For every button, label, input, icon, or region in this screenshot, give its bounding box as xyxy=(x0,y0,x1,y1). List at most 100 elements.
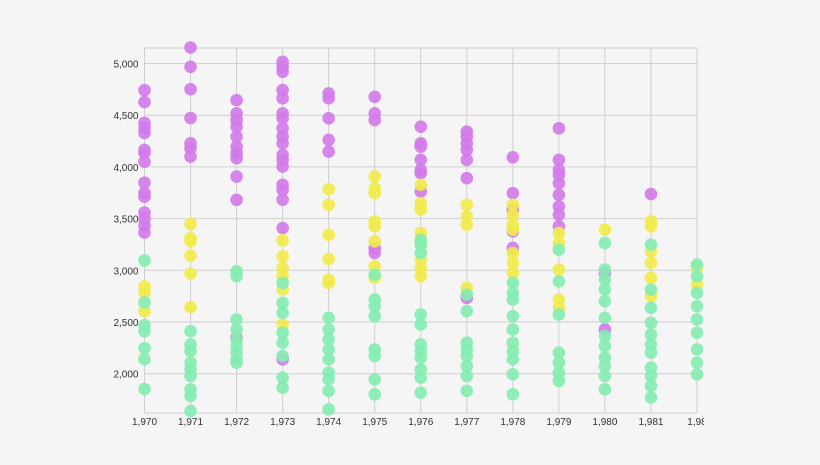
data-point xyxy=(690,313,704,326)
data-point xyxy=(138,341,151,355)
data-point xyxy=(322,252,335,266)
data-point xyxy=(368,372,382,386)
data-point xyxy=(460,359,474,373)
data-point xyxy=(690,343,704,356)
data-point xyxy=(414,351,428,364)
data-point xyxy=(322,402,335,416)
data-point xyxy=(368,268,382,281)
data-point xyxy=(598,273,612,286)
data-point xyxy=(230,93,243,107)
data-point xyxy=(138,296,151,309)
data-point xyxy=(690,356,704,369)
data-point xyxy=(644,301,658,315)
data-point xyxy=(552,263,566,276)
data-point xyxy=(414,318,428,331)
x-tick-label: 1,981 xyxy=(638,417,663,428)
data-point xyxy=(644,391,658,404)
data-point xyxy=(184,389,197,403)
data-point xyxy=(322,353,335,366)
x-tick-label: 1,974 xyxy=(316,417,341,428)
data-point xyxy=(506,246,520,260)
data-point xyxy=(644,369,658,383)
data-point xyxy=(322,311,335,325)
y-tick-label: 5,000 xyxy=(113,60,138,71)
data-point xyxy=(644,328,658,341)
x-axis-ticks: 1,970 1,971 1,972 1,973 1,974 1,975 1,976 1,977… xyxy=(132,417,704,428)
data-point xyxy=(184,404,197,418)
data-point xyxy=(552,243,566,256)
data-point xyxy=(276,296,289,310)
data-point xyxy=(138,95,151,109)
data-point xyxy=(322,276,335,290)
data-point xyxy=(138,324,151,338)
data-point xyxy=(276,306,289,320)
data-point xyxy=(506,276,520,290)
data-point xyxy=(460,349,474,363)
x-tick-label: 1,980 xyxy=(592,417,617,428)
data-point xyxy=(414,178,428,192)
data-point xyxy=(276,371,289,384)
data-point xyxy=(322,112,335,125)
series-2 xyxy=(138,233,704,418)
data-point xyxy=(184,41,197,54)
data-point xyxy=(414,308,428,321)
data-point xyxy=(598,263,612,276)
data-point xyxy=(368,90,382,104)
data-point xyxy=(138,254,151,267)
data-point xyxy=(322,323,335,336)
data-point xyxy=(414,140,428,153)
data-point xyxy=(690,258,704,271)
data-point xyxy=(276,183,289,197)
data-point xyxy=(138,382,151,396)
data-point xyxy=(552,374,566,388)
data-point xyxy=(138,155,151,169)
data-point xyxy=(506,368,520,381)
data-point xyxy=(276,92,289,105)
data-point xyxy=(276,193,289,207)
data-point xyxy=(138,146,151,160)
x-tick-label: 1,975 xyxy=(362,417,387,428)
data-point xyxy=(230,193,243,207)
data-point xyxy=(184,235,197,248)
data-point xyxy=(644,187,658,201)
data-point xyxy=(414,203,428,217)
y-axis-ticks: 2,000 2,500 3,000 3,500 4,000 4,500 5,000 xyxy=(113,60,138,381)
data-point xyxy=(460,198,474,212)
y-tick-label: 4,000 xyxy=(113,163,138,174)
data-point xyxy=(414,269,428,283)
data-point xyxy=(184,60,197,74)
data-point xyxy=(690,286,704,300)
data-point xyxy=(322,333,335,346)
data-point xyxy=(690,368,704,381)
data-point xyxy=(598,359,612,373)
data-point xyxy=(506,223,520,236)
data-point xyxy=(506,353,520,366)
data-point xyxy=(322,343,335,356)
data-point xyxy=(506,293,520,306)
data-point xyxy=(368,113,382,127)
data-point xyxy=(690,270,704,283)
data-point xyxy=(230,270,243,283)
data-point xyxy=(368,299,382,313)
data-point xyxy=(230,356,243,369)
data-point xyxy=(184,267,197,280)
data-point xyxy=(276,349,289,363)
data-point xyxy=(552,226,566,240)
data-points xyxy=(138,41,704,418)
data-point xyxy=(552,346,566,360)
series-1 xyxy=(138,170,704,331)
data-point xyxy=(138,352,151,366)
data-point xyxy=(690,299,704,313)
data-point xyxy=(368,186,382,200)
data-point xyxy=(506,266,520,280)
data-point xyxy=(368,246,382,260)
data-point xyxy=(552,308,566,321)
data-point xyxy=(138,304,151,318)
data-point xyxy=(598,283,612,296)
data-point xyxy=(322,182,335,196)
data-point xyxy=(644,220,658,233)
data-point xyxy=(506,208,520,222)
data-point xyxy=(184,369,197,383)
data-point xyxy=(230,151,243,165)
